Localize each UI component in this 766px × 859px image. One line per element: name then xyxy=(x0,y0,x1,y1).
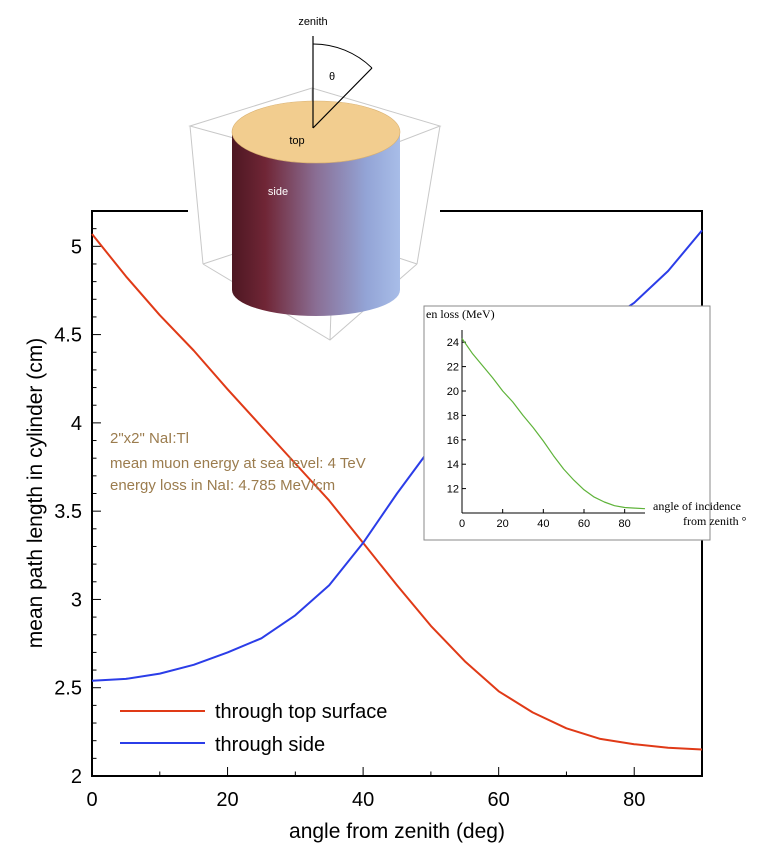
top-label: top xyxy=(289,135,304,147)
inset-chart: 0 20 40 60 80 12 14 16 18 20 22 24 en loss (MeV) an… xyxy=(423,305,747,541)
main-y-tick-label: 4 xyxy=(71,413,82,435)
inset-axis-ticks: 0 20 40 60 80 12 14 16 18 20 22 24 xyxy=(447,337,631,530)
theta-label: θ xyxy=(329,71,335,83)
inset-y-tick-label: 22 xyxy=(447,362,459,374)
main-y-tick-label: 2 xyxy=(71,766,82,788)
main-chart: 0 20 40 60 80 2 2.5 3 3.5 4 4.5 5 angle from zenith… xyxy=(24,210,703,843)
cylinder-diagram: zenith θ top side xyxy=(188,16,442,341)
main-x-tick-label: 0 xyxy=(86,789,97,811)
inset-frame xyxy=(423,305,711,541)
main-x-tick-label: 80 xyxy=(623,789,645,811)
cylinder-top xyxy=(231,100,401,164)
annotation-energy-loss: energy loss in NaI: 4.785 MeV/cm xyxy=(110,477,335,494)
inset-series xyxy=(461,338,646,510)
inset-y-tick-label: 24 xyxy=(447,337,459,349)
y-axis-title: mean path length in cylinder (cm) xyxy=(24,338,47,648)
inset-y-tick-label: 14 xyxy=(447,459,459,471)
legend: through top surface through side xyxy=(120,701,387,756)
main-y-tick-label: 4.5 xyxy=(54,325,82,347)
inset-y-tick-label: 20 xyxy=(447,386,459,398)
inset-series-line-0 xyxy=(461,338,646,510)
legend-label-top: through top surface xyxy=(215,701,387,723)
inset-x-tick-label: 60 xyxy=(578,518,590,530)
inset-y-tick-label: 18 xyxy=(447,410,459,422)
main-y-tick-label: 3.5 xyxy=(54,501,82,523)
inset-x-label-line1: angle of incidence xyxy=(653,499,741,513)
main-x-tick-label: 20 xyxy=(216,789,238,811)
inset-x-tick-label: 80 xyxy=(619,518,631,530)
main-y-tick-label: 3 xyxy=(71,589,82,611)
inset-y-label: en loss (MeV) xyxy=(426,307,495,321)
inset-y-tick-label: 12 xyxy=(447,484,459,496)
main-y-tick-label: 2.5 xyxy=(54,678,82,700)
theta-arc xyxy=(312,43,373,69)
main-x-tick-label: 60 xyxy=(488,789,510,811)
inset-x-tick-label: 0 xyxy=(459,518,465,530)
annotation-crystal: 2"x2" NaI:Tl xyxy=(110,430,189,447)
zenith-label: zenith xyxy=(298,16,327,28)
incidence-ray xyxy=(312,67,373,129)
main-series-line-0 xyxy=(91,233,703,751)
annotation-muon-energy: mean muon energy at sea level: 4 TeV xyxy=(110,455,366,472)
legend-label-side: through side xyxy=(215,734,325,756)
inset-x-label-line2: from zenith ° xyxy=(683,514,747,528)
cylinder-side xyxy=(232,132,400,316)
main-x-tick-label: 40 xyxy=(352,789,374,811)
x-axis-title: angle from zenith (deg) xyxy=(289,820,505,843)
main-axis-ticks: 0 20 40 60 80 2 2.5 3 3.5 4 4.5 5 xyxy=(54,228,703,811)
inset-x-tick-label: 20 xyxy=(497,518,509,530)
inset-x-tick-label: 40 xyxy=(537,518,549,530)
side-label: side xyxy=(268,186,288,198)
main-y-tick-label: 5 xyxy=(71,236,82,258)
inset-y-tick-label: 16 xyxy=(447,435,459,447)
